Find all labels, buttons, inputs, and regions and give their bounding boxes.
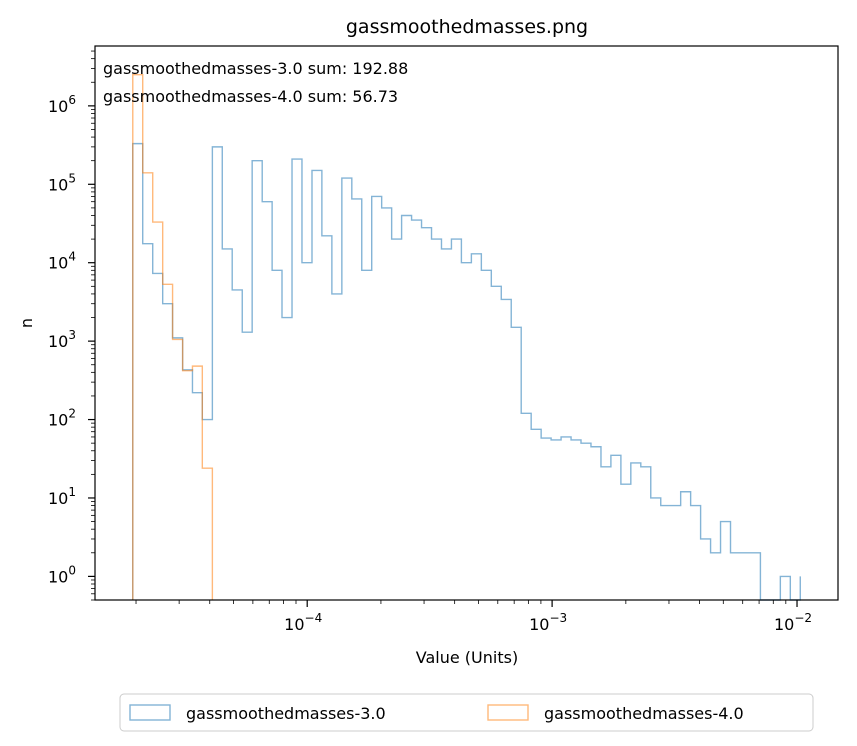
histogram-bin: 40000: [402, 216, 412, 601]
histogram-bin: 60000: [262, 202, 272, 600]
histogram-bin: 10000: [302, 263, 312, 600]
histogram-bin: 25: [641, 467, 651, 600]
histogram-bin: 2: [750, 553, 760, 600]
histogram-bin: 3400: [501, 299, 511, 600]
histogram-bin: 1: [780, 576, 790, 600]
y-tick-label: 104: [48, 250, 76, 273]
histogram-bin: 10000: [461, 263, 471, 600]
histogram-bin: 2500000: [133, 75, 143, 600]
histogram-bin: 2: [740, 553, 750, 600]
plot-area: 3300001750073003000110043022010030000015…: [132, 73, 801, 601]
series-outline: [132, 142, 801, 601]
series-outline: [132, 73, 214, 600]
y-tick-label: 105: [48, 171, 76, 194]
x-tick-label: 10−4: [284, 611, 322, 634]
histogram-bin: 120000: [342, 178, 352, 600]
x-tick-label: 10−2: [774, 611, 812, 634]
histogram-bin: 1050: [173, 339, 183, 600]
histogram-bin: 10: [651, 498, 661, 600]
legend-label-4: gassmoothedmasses-4.0: [544, 704, 744, 723]
histogram-bin: 1300: [242, 332, 252, 600]
histogram-bin: 25: [601, 467, 611, 600]
histogram-bin: 28: [631, 463, 641, 600]
y-tick-label: 103: [48, 328, 76, 351]
histogram-bin: 50000: [382, 208, 392, 600]
histogram-bin: 50: [581, 443, 591, 600]
histogram-bin: 22000: [322, 236, 332, 600]
histogram-bin: 60: [561, 437, 571, 600]
histogram-bin: 35000: [412, 220, 422, 600]
histogram-bin: 8: [671, 506, 681, 600]
x-axis-label: Value (Units): [416, 648, 518, 667]
histogram-bin: 24: [202, 468, 212, 600]
y-axis: 100 101 102 103 104 105 106: [48, 50, 95, 601]
histogram-bin: 1500: [511, 327, 521, 600]
y-tick-label: 106: [48, 93, 76, 116]
histogram-bin: 5000: [491, 286, 501, 600]
histogram-bin: 480: [192, 366, 202, 600]
histogram-bin: 8000: [481, 270, 491, 600]
histogram-bin: 28000: [422, 228, 432, 600]
histogram-bin: 4000: [332, 294, 342, 600]
histogram-bin: 8000: [362, 270, 372, 600]
histogram-bin: 5300: [163, 284, 173, 600]
x-tick-label: 10−3: [529, 611, 567, 634]
histogram-bin: 15000: [222, 249, 232, 600]
histogram-bin: 55: [551, 440, 561, 600]
legend-frame: [119, 693, 814, 732]
histogram-bin: 20000: [392, 239, 402, 600]
histogram-bin: 15: [621, 484, 631, 600]
histogram-bin: 70000: [372, 196, 382, 600]
histogram-bin: 8: [661, 506, 671, 600]
sum-annotation-3: gassmoothedmasses-3.0 sum: 192.88: [103, 59, 408, 78]
legend-swatch-4: [487, 704, 529, 721]
histogram-bin: 55: [571, 440, 581, 600]
histogram-bin: 2000: [282, 318, 292, 600]
histogram-bin: 210000: [292, 159, 302, 600]
y-tick-label: 100: [48, 563, 76, 586]
legend-label-3: gassmoothedmasses-3.0: [186, 704, 386, 723]
histogram-bin: 58: [541, 438, 551, 600]
series-2: 2500000140000330005300105042048024: [132, 73, 214, 600]
histogram-bin: 4500: [232, 290, 242, 600]
histogram-bin: 20000: [432, 239, 442, 600]
y-axis-label: n: [17, 318, 36, 328]
legend: gassmoothedmasses-3.0 gassmoothedmasses-…: [119, 693, 814, 732]
histogram-bin: 33000: [153, 222, 163, 600]
histogram-bin: 15000: [441, 249, 451, 600]
axes-frame: [94, 45, 839, 601]
x-axis: 10−4 10−3 10−2: [135, 600, 812, 634]
sum-annotation-4: gassmoothedmasses-4.0 sum: 56.73: [103, 87, 398, 106]
histogram-bin: 300000: [212, 147, 222, 600]
histogram-bin: 35: [611, 455, 621, 600]
y-tick-label: 102: [48, 407, 76, 430]
histogram-bin: 420: [183, 371, 193, 600]
histogram-bin: 140000: [143, 173, 153, 600]
histogram-bin: 2: [731, 553, 741, 600]
histogram-bin: 5: [721, 522, 731, 600]
histogram-bin: 8000: [272, 270, 282, 600]
histogram-bin: 20000: [451, 239, 461, 600]
histogram-bin: 8: [691, 506, 701, 600]
histogram-bin: 13000: [471, 254, 481, 600]
y-tick-label: 101: [48, 485, 76, 508]
histogram-bin: 3: [701, 539, 711, 600]
histogram-bin: 150000: [312, 170, 322, 600]
chart-title: gassmoothedmasses.png: [346, 16, 588, 38]
histogram-bin: 200000: [252, 161, 262, 600]
histogram-bin: 75: [531, 429, 541, 600]
histogram-bin: 12: [681, 492, 691, 600]
histogram-bin: 65000: [352, 199, 362, 600]
histogram-bin: 45: [591, 447, 601, 600]
series-1: 3300001750073003000110043022010030000015…: [132, 142, 801, 601]
histogram-bin: 2: [711, 553, 721, 600]
histogram-bin: 120: [521, 413, 531, 600]
legend-swatch-3: [129, 704, 171, 721]
